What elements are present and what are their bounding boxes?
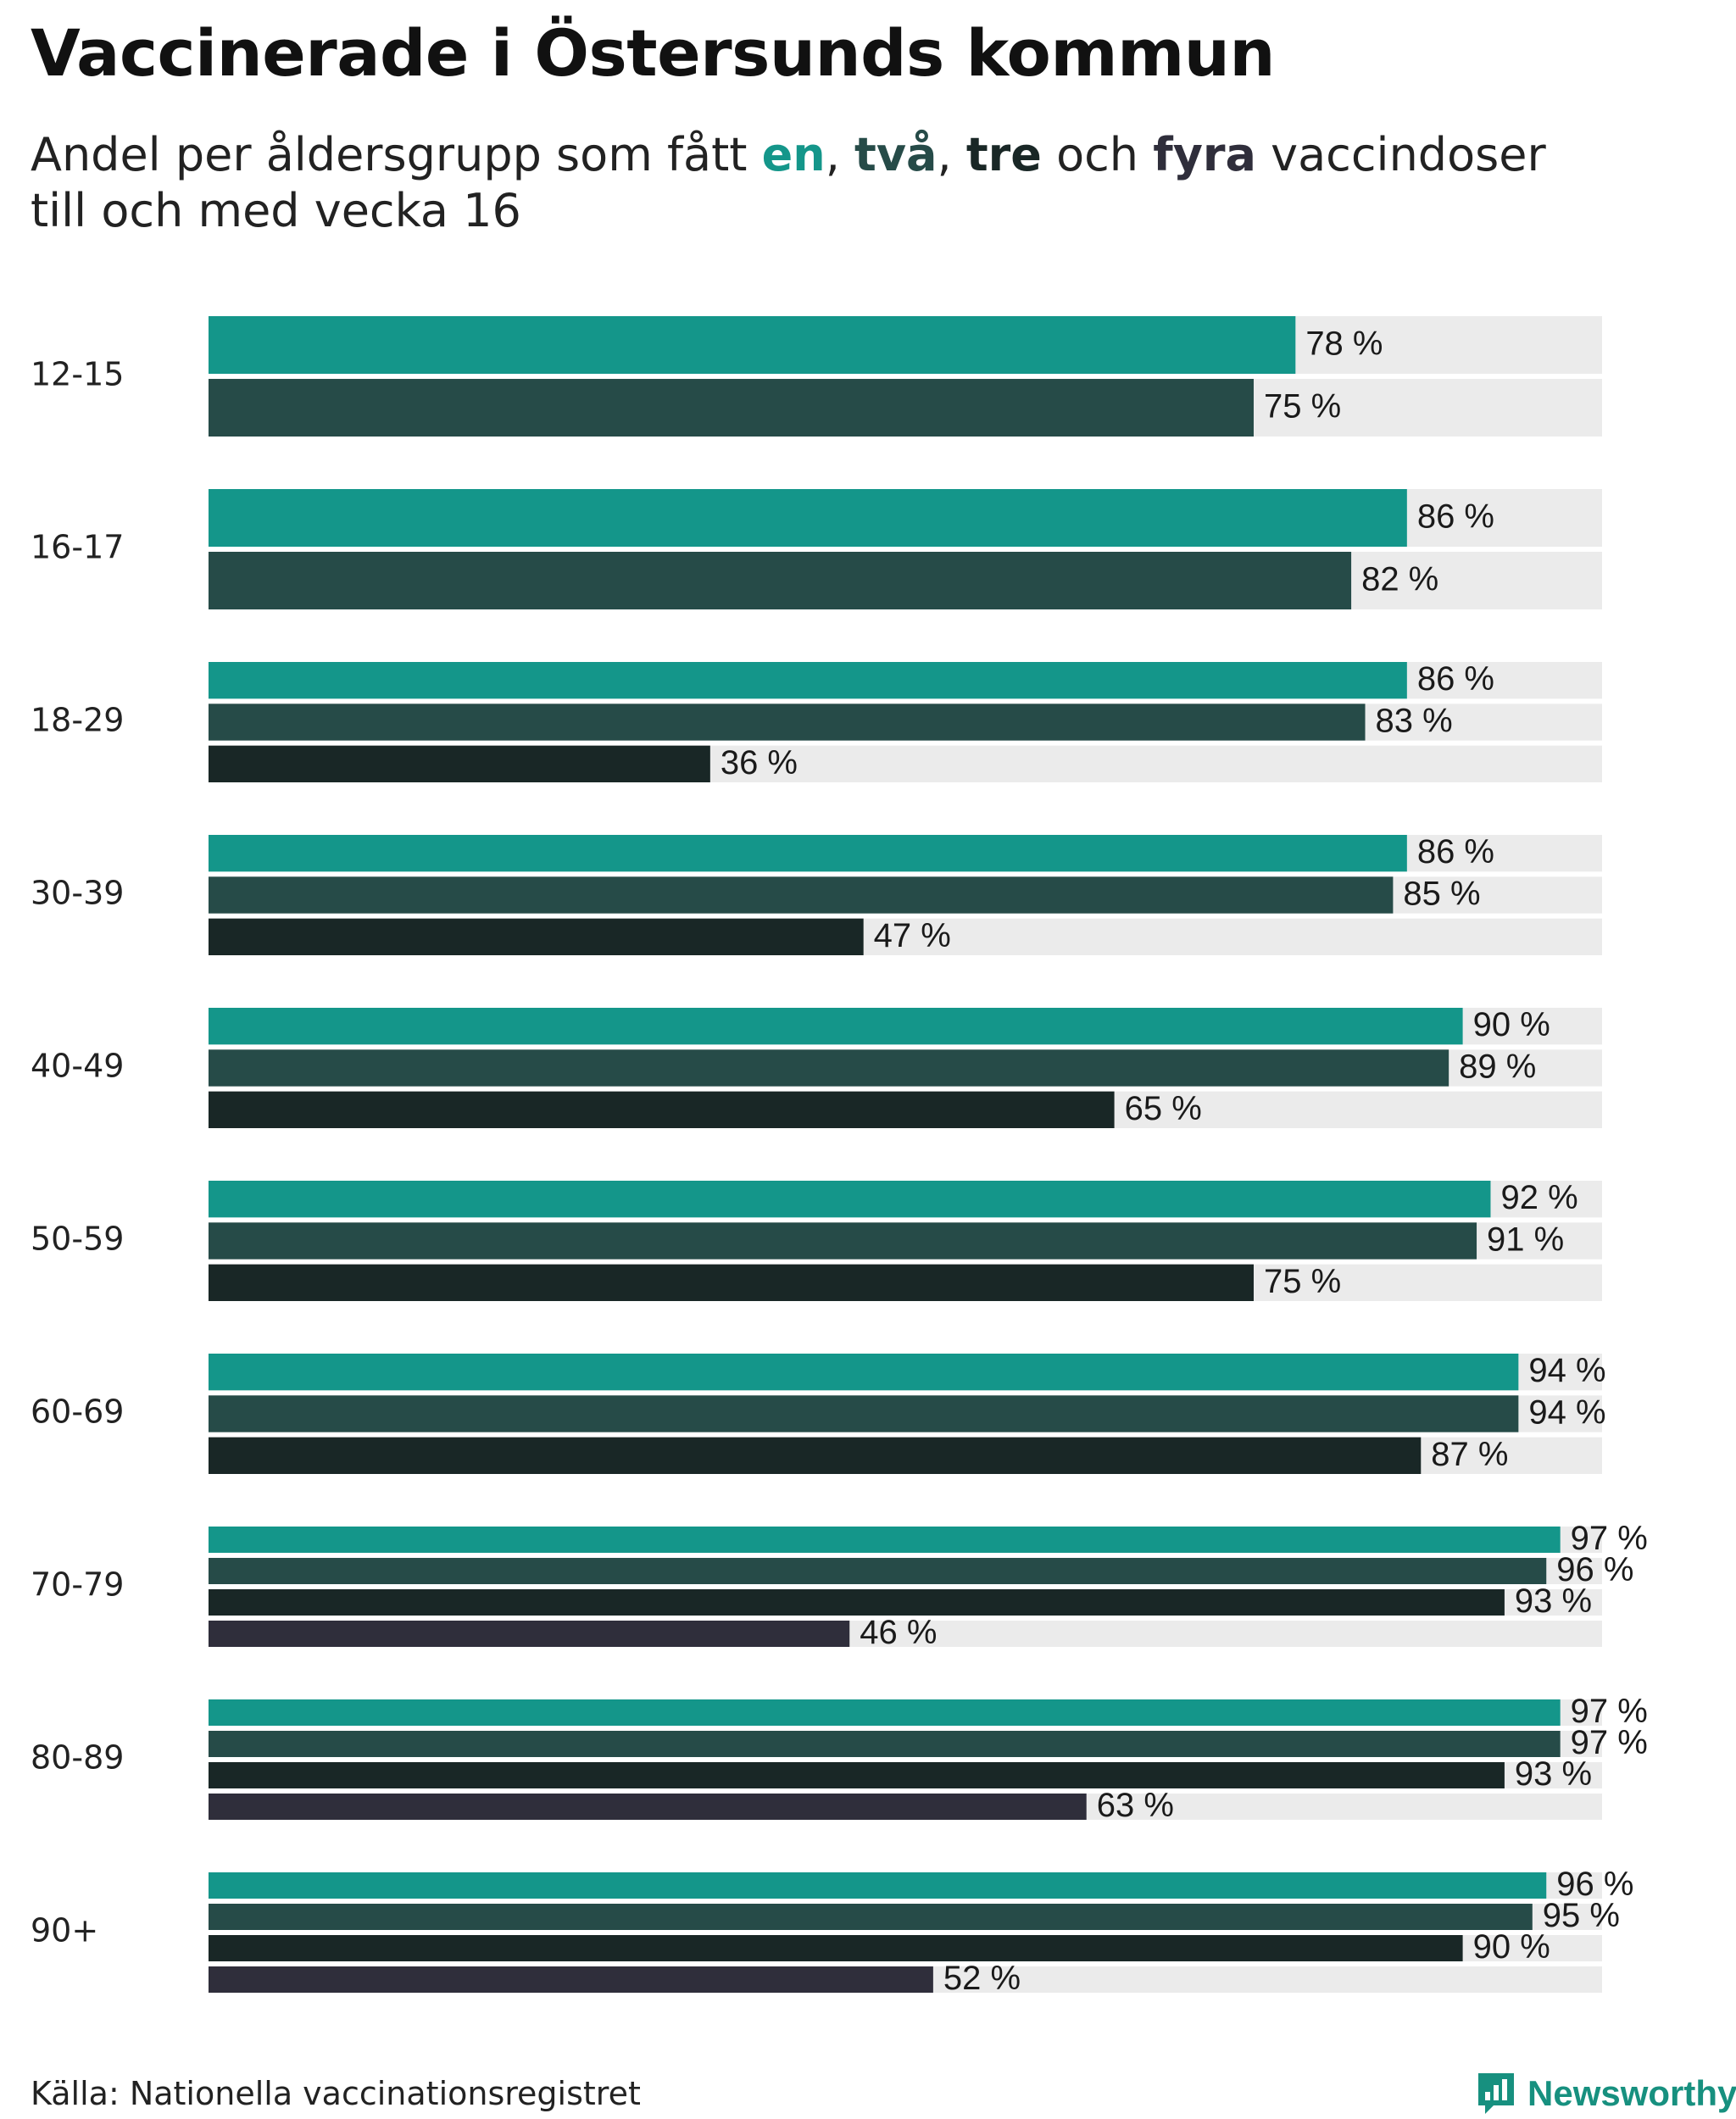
- bar-chart: 12-15 78 % 75 % 16-17 86 % 82 % 18-29 86 % 83 % 3…: [31, 316, 1648, 1997]
- bar-tre: [209, 918, 864, 955]
- bar-en: [209, 489, 1407, 547]
- source-note: Källa: Nationella vaccinationsregistret: [31, 2075, 641, 2112]
- subtitle-sep2: ,: [937, 128, 966, 181]
- bar-en: [209, 1008, 1463, 1045]
- bar-två: [209, 1731, 1561, 1757]
- value-label: 95 %: [1543, 1897, 1620, 1934]
- age-group-12-15: 12-15 78 % 75 %: [31, 316, 1602, 437]
- subtitle-suffix: vaccindoser: [1255, 128, 1546, 181]
- category-label: 80-89: [31, 1739, 124, 1777]
- legend-key-dose1: en: [761, 128, 826, 181]
- bar-två: [209, 552, 1352, 609]
- bar-två: [209, 1222, 1477, 1260]
- legend-key-dose2: två: [854, 128, 938, 181]
- category-label: 12-15: [31, 356, 124, 393]
- bar-två: [209, 379, 1254, 437]
- value-label: 65 %: [1125, 1090, 1202, 1127]
- bar-fyra: [209, 1794, 1087, 1820]
- age-group-90plus: 90+ 96 %95 %90 % 52 %: [31, 1866, 1633, 1997]
- value-label: 97 %: [1571, 1520, 1648, 1557]
- bar-en: [209, 1527, 1561, 1553]
- bar-tre: [209, 1589, 1505, 1616]
- bar-två: [209, 1904, 1533, 1930]
- value-label: 93 %: [1515, 1582, 1592, 1620]
- bar-en: [209, 1872, 1547, 1899]
- bar-två: [209, 1395, 1519, 1432]
- value-label: 89 %: [1459, 1048, 1536, 1086]
- bar-en: [209, 662, 1407, 699]
- value-label: 97 %: [1571, 1724, 1648, 1761]
- bar-en: [209, 316, 1296, 374]
- chart-subtitle: Andel per åldersgrupp som fått en, två, …: [31, 127, 1641, 239]
- value-label: 87 %: [1431, 1436, 1508, 1473]
- value-label: 83 %: [1376, 703, 1453, 740]
- age-group-16-17: 16-17 86 % 82 %: [31, 489, 1602, 609]
- value-label: 94 %: [1528, 1394, 1605, 1432]
- value-label: 90 %: [1473, 1006, 1550, 1043]
- value-label: 91 %: [1487, 1221, 1564, 1259]
- age-group-60-69: 60-69 94 % 94 % 87 %: [31, 1352, 1606, 1474]
- value-label: 75 %: [1264, 1263, 1341, 1300]
- value-label: 96 %: [1556, 1866, 1633, 1903]
- legend-key-dose3: tre: [965, 128, 1042, 181]
- bar-tre: [209, 1935, 1463, 1961]
- subtitle-prefix: Andel per åldersgrupp som fått: [31, 128, 762, 181]
- age-group-70-79: 70-79 97 %96 %93 % 46 %: [31, 1520, 1648, 1651]
- bar-en: [209, 835, 1407, 872]
- subtitle-sep3: och: [1041, 128, 1154, 181]
- value-label: 46 %: [860, 1614, 937, 1651]
- value-label: 75 %: [1264, 388, 1341, 425]
- subtitle-sep1: ,: [825, 128, 855, 181]
- category-label: 60-69: [31, 1393, 124, 1431]
- category-label: 70-79: [31, 1566, 124, 1604]
- category-label: 16-17: [31, 529, 124, 566]
- value-label: 86 %: [1417, 498, 1494, 536]
- value-label: 94 %: [1528, 1352, 1605, 1389]
- value-label: 93 %: [1515, 1755, 1592, 1793]
- value-label: 36 %: [721, 744, 798, 781]
- legend-key-dose4: fyra: [1153, 128, 1256, 181]
- bar-tre: [209, 1264, 1254, 1301]
- value-label: 63 %: [1097, 1787, 1174, 1824]
- bar-en: [209, 1354, 1519, 1391]
- bar-två: [209, 876, 1394, 914]
- newsworthy-logo-icon: [1478, 2073, 1514, 2114]
- value-label: 82 %: [1361, 561, 1438, 598]
- category-label: 90+: [31, 1912, 98, 1949]
- bar-fyra: [209, 1966, 933, 1993]
- age-group-18-29: 18-29 86 % 83 % 36 %: [31, 660, 1602, 782]
- subtitle-line2: till och med vecka 16: [31, 184, 521, 237]
- age-group-40-49: 40-49 90 % 89 % 65 %: [31, 1006, 1602, 1128]
- age-group-30-39: 30-39 86 % 85 % 47 %: [31, 833, 1602, 955]
- value-label: 52 %: [943, 1960, 1021, 1997]
- value-label: 86 %: [1417, 833, 1494, 870]
- value-label: 97 %: [1571, 1693, 1648, 1730]
- bar-en: [209, 1181, 1491, 1218]
- bar-en: [209, 1699, 1561, 1726]
- value-label: 86 %: [1417, 660, 1494, 698]
- bar-tre: [209, 745, 710, 782]
- category-label: 18-29: [31, 702, 124, 739]
- bar-tre: [209, 1437, 1422, 1474]
- value-label: 96 %: [1556, 1551, 1633, 1588]
- value-label: 85 %: [1403, 876, 1480, 913]
- chart-title: Vaccinerade i Östersunds kommun: [31, 15, 1275, 91]
- value-label: 47 %: [874, 917, 951, 954]
- bar-två: [209, 1049, 1449, 1087]
- bar-tre: [209, 1762, 1505, 1788]
- bar-två: [209, 1558, 1547, 1584]
- category-label: 40-49: [31, 1048, 124, 1085]
- value-label: 90 %: [1473, 1928, 1550, 1966]
- brand-name: Newsworthy: [1527, 2073, 1736, 2113]
- category-label: 50-59: [31, 1221, 124, 1258]
- bar-tre: [209, 1091, 1115, 1128]
- value-label: 92 %: [1500, 1179, 1577, 1216]
- age-group-50-59: 50-59 92 % 91 % 75 %: [31, 1179, 1602, 1301]
- bar-fyra: [209, 1621, 850, 1647]
- bar-två: [209, 704, 1366, 741]
- value-label: 78 %: [1305, 325, 1383, 363]
- brand-logo: Newsworthy: [1475, 2068, 1736, 2119]
- category-label: 30-39: [31, 875, 124, 912]
